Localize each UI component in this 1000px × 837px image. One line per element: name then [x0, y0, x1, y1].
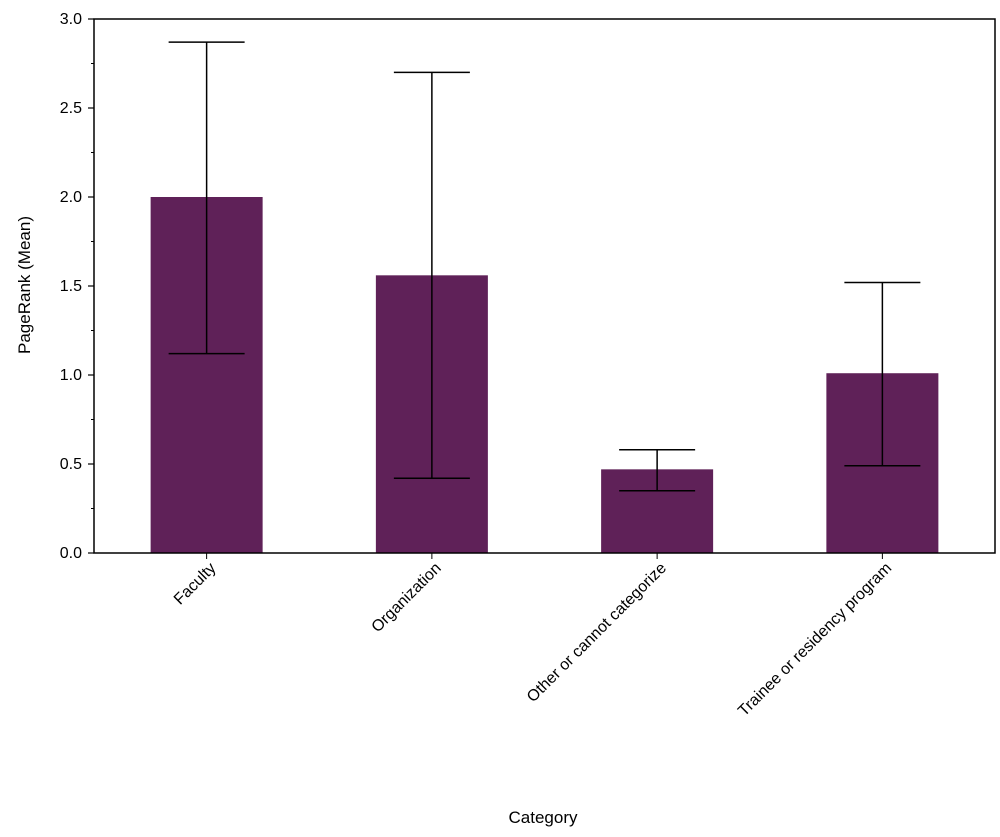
y-tick-label-0: 0.0	[60, 545, 82, 562]
bars-group	[150, 197, 939, 553]
y-tick-label-5: 2.5	[60, 100, 82, 117]
x-tick-label-3: Trainee or residency program	[735, 560, 895, 720]
y-tick-label-2: 1.0	[60, 367, 82, 384]
y-tick-label-6: 3.0	[60, 11, 82, 28]
y-ticks-group: 0.0 0.5 1.0 1.5 2.0 2.5 3.0	[60, 11, 94, 562]
x-ticks-group: Faculty Organization Other or cannot categ…	[171, 553, 895, 720]
error-bars-group	[168, 41, 921, 492]
x-axis-title: Category	[509, 808, 578, 827]
x-tick-label-0: Faculty	[171, 560, 219, 608]
y-axis-title: PageRank (Mean)	[15, 216, 34, 354]
y-tick-label-3: 1.5	[60, 278, 82, 295]
x-tick-label-1: Organization	[369, 560, 445, 636]
y-tick-label-4: 2.0	[60, 189, 82, 206]
y-tick-label-1: 0.5	[60, 456, 82, 473]
x-tick-label-2: Other or cannot categorize	[524, 560, 670, 706]
